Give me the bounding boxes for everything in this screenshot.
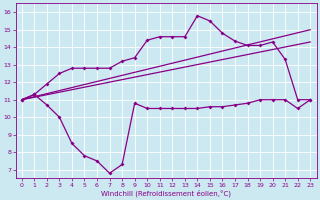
X-axis label: Windchill (Refroidissement éolien,°C): Windchill (Refroidissement éolien,°C) bbox=[101, 189, 231, 197]
